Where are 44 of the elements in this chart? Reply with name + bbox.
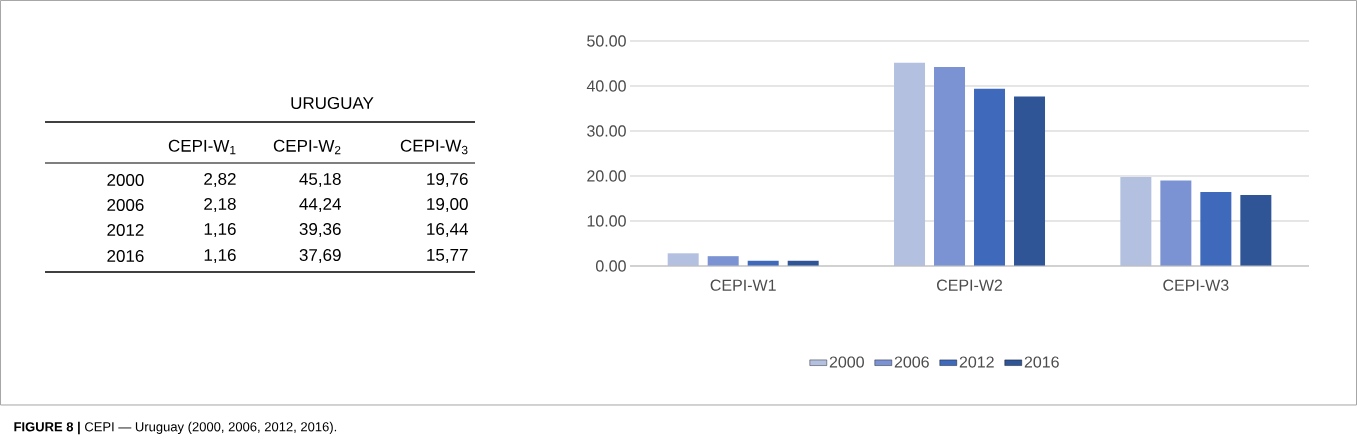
bar: [1014, 96, 1046, 266]
bar: [707, 256, 739, 266]
text: CEPI-W$_{1}$: [168, 139, 236, 155]
text: FIGURE 8 | CEPI — Uruguay (2000, 2006, 2012, 2016).: [14, 421, 337, 435]
y-tick-label: 30.00: [587, 125, 626, 137]
text: CEPI-W$_{2}$: [273, 139, 341, 155]
legend-label: 2016: [1024, 356, 1059, 368]
y-tick-label: 10.00: [587, 215, 626, 227]
text: 1,16: [204, 222, 236, 238]
y-tick-label: 50.00: [587, 35, 626, 47]
x-tick-label: CEPI-W3: [1163, 279, 1229, 291]
bar: [1240, 195, 1272, 266]
text: 37,69: [299, 248, 341, 264]
text: 39,36: [299, 222, 341, 238]
y-tick-label: 40.00: [586, 80, 626, 92]
legend-label: 2000: [829, 356, 864, 368]
bar: [974, 88, 1006, 266]
legend-label: 2006: [894, 356, 929, 368]
x-tick-label: CEPI-W1: [710, 279, 776, 291]
y-tick-label: 0.00: [595, 260, 626, 272]
text: 16,44: [427, 222, 468, 238]
x-tick-label: CEPI-W2: [936, 279, 1003, 291]
text: 1,16: [204, 248, 236, 264]
y-tick-label: 20.00: [587, 170, 626, 182]
text: 2016: [107, 249, 144, 263]
text: URUGUAY: [291, 96, 374, 110]
text: 2000: [107, 173, 144, 187]
bar: [934, 66, 966, 266]
text: CEPI-W$_{3}$: [400, 139, 468, 155]
text: 19,76: [427, 172, 468, 188]
bar: [1120, 177, 1152, 266]
text: 2,82: [204, 172, 236, 188]
text: 15,77: [427, 249, 468, 263]
bar: [894, 62, 926, 266]
text: 19,00: [427, 197, 468, 213]
bar: [1160, 180, 1192, 266]
text: 44,24: [299, 197, 341, 213]
text: 2006: [107, 198, 144, 212]
text: 2012: [107, 223, 144, 237]
text: 45,18: [299, 172, 341, 188]
legend-label: 2012: [959, 356, 994, 368]
bar: [1200, 192, 1232, 266]
bar: [667, 253, 699, 266]
text: 2,18: [204, 197, 236, 213]
